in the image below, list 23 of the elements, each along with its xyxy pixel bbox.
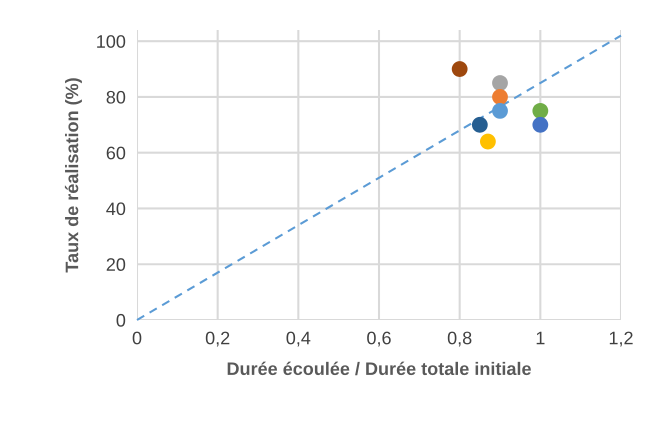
y-tick-label: 80 bbox=[106, 90, 126, 104]
y-tick-label: 40 bbox=[106, 202, 126, 216]
x-tick-label: 0,8 bbox=[448, 332, 472, 347]
y-tick-label: 60 bbox=[106, 146, 126, 160]
point bbox=[532, 102, 548, 119]
point bbox=[492, 89, 508, 105]
y-tick-label: 0 bbox=[116, 314, 126, 327]
x-tick-label: 0,6 bbox=[367, 332, 391, 347]
x-tick-label: 0,4 bbox=[286, 332, 310, 347]
x-tick-label: 1 bbox=[536, 332, 544, 344]
y-tick-label: 20 bbox=[106, 258, 126, 271]
x-tick-label: 0 bbox=[132, 332, 142, 344]
x-tick-label: 0,2 bbox=[206, 332, 230, 347]
point bbox=[472, 116, 488, 133]
point bbox=[492, 102, 508, 119]
y-axis-title: Taux de réalisation (%) bbox=[64, 78, 82, 272]
x-tick-label: 1,2 bbox=[610, 332, 633, 347]
x-axis-title: Durée écoulée / Durée totale initiale bbox=[228, 362, 531, 376]
point bbox=[452, 61, 468, 77]
point bbox=[492, 75, 508, 91]
point bbox=[480, 134, 496, 150]
y-tick-label: 100 bbox=[97, 35, 126, 48]
point bbox=[532, 116, 548, 133]
